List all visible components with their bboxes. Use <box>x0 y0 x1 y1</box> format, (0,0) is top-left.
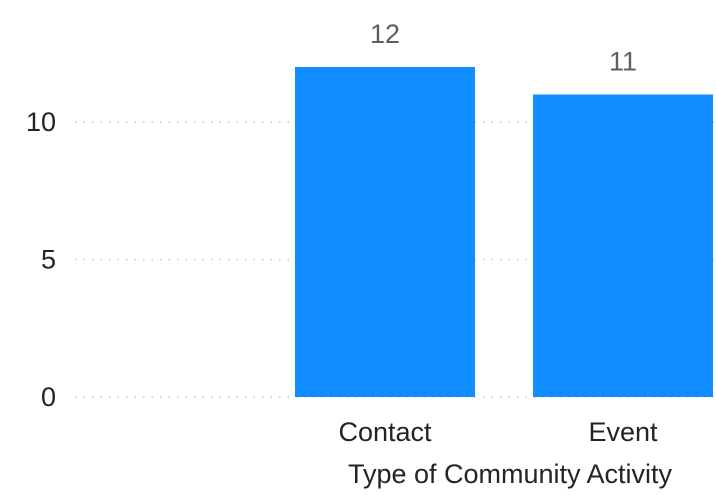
x-tick-label-event: Event <box>588 417 658 447</box>
bars <box>295 67 713 397</box>
bar-event[interactable] <box>533 94 713 398</box>
y-tick-label: 10 <box>26 107 56 137</box>
data-labels: 12 11 <box>370 19 637 77</box>
x-tick-label-contact: Contact <box>338 417 432 447</box>
data-label-contact: 12 <box>370 19 400 49</box>
y-tick-label: 5 <box>41 245 56 275</box>
y-tick-label: 0 <box>41 382 56 412</box>
bar-contact[interactable] <box>295 67 475 397</box>
x-axis: Contact Event <box>338 417 658 447</box>
y-axis: 0 5 10 <box>26 107 56 412</box>
x-axis-title: Type of Community Activity <box>348 459 673 489</box>
data-label-event: 11 <box>609 47 637 77</box>
